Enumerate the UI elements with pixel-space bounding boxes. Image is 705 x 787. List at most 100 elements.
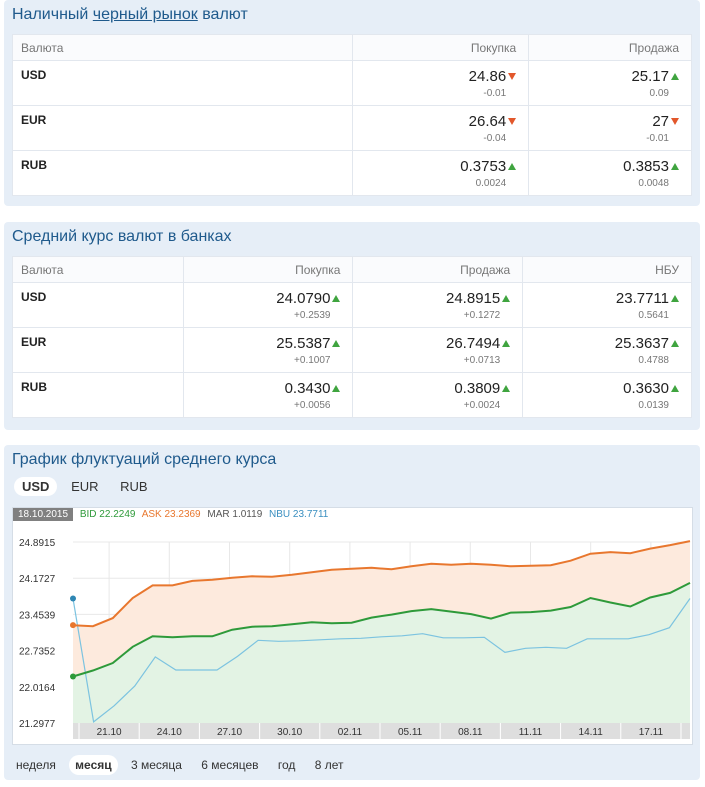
buy-cell: 24.86 -0.01 <box>352 60 530 106</box>
legend-mar: MAR 1.0119 <box>207 509 263 520</box>
bid-start-point <box>70 673 76 680</box>
buy-change: +0.2539 <box>294 310 331 321</box>
sell-cell: 24.8915 +0.1272 <box>352 282 524 328</box>
x-tick-label: 27.10 <box>217 727 242 738</box>
nbu-change: 0.0139 <box>638 400 669 411</box>
arrow-up-icon <box>671 163 679 170</box>
y-tick-label: 24.1727 <box>19 574 56 585</box>
period-6-months[interactable]: 6 месяцев <box>201 758 259 772</box>
period-year[interactable]: год <box>277 758 296 772</box>
legend-date: 18.10.2015 <box>13 508 74 521</box>
buy-value: 24.86 <box>468 68 507 85</box>
tab-eur[interactable]: EUR <box>71 479 99 494</box>
nbu-start-point <box>70 595 76 602</box>
x-tick-label: 14.11 <box>579 727 604 738</box>
sell-change: +0.1272 <box>463 310 501 321</box>
buy-cell: 25.5387 +0.1007 <box>182 327 354 373</box>
sell-value: 27 <box>652 113 669 130</box>
sell-change: +0.0713 <box>463 355 501 366</box>
bid-line <box>72 582 691 678</box>
sell-change: -0.01 <box>646 133 669 144</box>
x-tick-label: 24.10 <box>157 727 182 738</box>
table-row: USD 24.0790 +0.2539 24.8915 +0.1272 23.7711 0.… <box>12 282 692 328</box>
buy-cell: 26.64 -0.04 <box>352 105 530 151</box>
legend-ask: ASK 23.2369 <box>141 509 201 520</box>
chart-panel: График флуктуаций среднего курса USD EUR… <box>4 445 700 780</box>
nbu-change: 0.5641 <box>638 310 669 321</box>
bid-area <box>73 582 690 723</box>
currency-code: USD <box>11 60 354 106</box>
buy-cell: 24.0790 +0.2539 <box>182 282 354 328</box>
col-currency: Валюта <box>12 256 184 283</box>
y-tick-label: 22.7352 <box>19 647 56 658</box>
black-market-title: Наличный черный рынок валют <box>12 6 248 23</box>
buy-change: -0.04 <box>483 133 507 144</box>
sell-value: 24.8915 <box>446 290 501 307</box>
nbu-value: 23.7711 <box>615 290 669 307</box>
tab-rub[interactable]: RUB <box>120 479 148 494</box>
period-3-months[interactable]: 3 месяца <box>130 758 182 772</box>
sell-cell: 27 -0.01 <box>528 105 692 151</box>
legend-bid: BID 22.2249 <box>79 509 136 520</box>
currency-code: USD <box>12 282 184 328</box>
y-tick-label: 24.8915 <box>19 538 56 549</box>
buy-value: 25.5387 <box>276 335 331 352</box>
ask-line <box>72 540 691 628</box>
banks-title: Средний курс валют в банках <box>12 228 232 245</box>
black-market-table: Валюта Покупка Продажа USD 24.86 -0.01 25.1… <box>11 34 692 196</box>
black-market-panel: Наличный черный рынок валют Валюта Покуп… <box>4 0 700 206</box>
x-tick-label: 11.11 <box>519 727 543 738</box>
arrow-up-icon <box>502 340 511 347</box>
period-month[interactable]: месяц <box>69 755 118 775</box>
buy-change: +0.1007 <box>294 355 331 366</box>
banks-table: Валюта Покупка Продажа НБУ USD 24.0790 +0.… <box>12 256 692 418</box>
chart-title: График флуктуаций среднего курса <box>12 451 277 468</box>
rate-chart[interactable]: 24.8915 24.1727 23.4539 22.7352 22.0164 21.29… <box>13 508 692 744</box>
period-tabs: неделя месяц 3 месяца 6 месяцев год 8 ле… <box>10 755 354 775</box>
table-row: RUB 0.3430 +0.0056 0.3809 +0.0024 0.3630 0.013… <box>12 372 692 418</box>
x-tick-label: 30.10 <box>277 727 302 738</box>
arrow-down-icon <box>508 73 517 80</box>
arrow-up-icon <box>671 385 679 392</box>
arrow-up-icon <box>671 295 679 302</box>
buy-change: +0.0056 <box>294 400 331 411</box>
col-nbu: НБУ <box>522 256 692 283</box>
col-buy: Покупка <box>182 256 354 283</box>
buy-value: 0.3753 <box>460 158 507 175</box>
arrow-up-icon <box>502 295 511 302</box>
sell-value: 0.3809 <box>454 380 501 397</box>
buy-value: 24.0790 <box>276 290 331 307</box>
period-8-years[interactable]: 8 лет <box>314 758 344 772</box>
sell-value: 26.7494 <box>446 335 501 352</box>
sell-value: 25.17 <box>631 68 669 85</box>
currency-code: RUB <box>12 372 184 418</box>
buy-cell: 0.3753 0.0024 <box>352 150 530 196</box>
sell-cell: 0.3853 0.0048 <box>528 150 692 196</box>
legend-nbu: NBU 23.7711 <box>269 509 329 520</box>
nbu-change: 0.4788 <box>638 355 669 366</box>
banks-panel: Средний курс валют в банках Валюта Покуп… <box>4 222 700 430</box>
arrow-down-icon <box>508 118 517 125</box>
black-market-link[interactable]: черный рынок <box>92 6 198 23</box>
chart-container: 24.8915 24.1727 23.4539 22.7352 22.0164 21.29… <box>12 507 693 745</box>
nbu-line <box>72 598 691 723</box>
y-tick-label: 23.4539 <box>19 610 56 621</box>
x-tick-label: 02.11 <box>338 727 363 738</box>
table-row: EUR 25.5387 +0.1007 26.7494 +0.0713 25.3637 0.… <box>12 327 692 373</box>
arrow-up-icon <box>332 295 341 302</box>
tab-usd[interactable]: USD <box>14 477 58 496</box>
col-sell: Продажа <box>528 34 692 61</box>
col-sell: Продажа <box>352 256 524 283</box>
x-axis-band <box>73 723 690 739</box>
period-week[interactable]: неделя <box>16 758 56 772</box>
buy-change: -0.01 <box>483 88 507 99</box>
sell-cell: 0.3809 +0.0024 <box>352 372 524 418</box>
currency-code: RUB <box>11 150 354 196</box>
buy-value: 26.64 <box>468 113 507 130</box>
x-tick-label: 05.11 <box>398 727 423 738</box>
arrow-up-icon <box>332 385 341 392</box>
table-row: EUR 26.64 -0.04 27 -0.01 <box>11 105 692 151</box>
arrow-up-icon <box>508 163 517 170</box>
col-buy: Покупка <box>352 34 530 61</box>
x-tick-label: 17.11 <box>639 727 664 738</box>
